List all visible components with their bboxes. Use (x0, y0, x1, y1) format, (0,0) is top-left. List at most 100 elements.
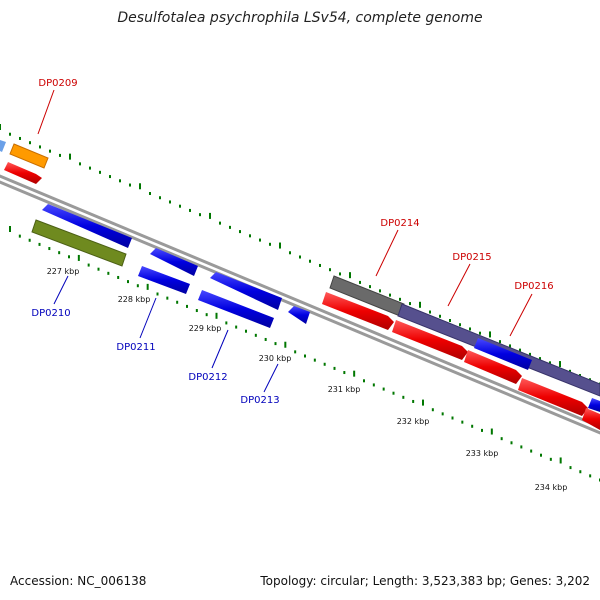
tick-mark (179, 204, 181, 208)
gene-label-dp0216[interactable]: DP0216 (514, 281, 553, 292)
tick-mark (549, 361, 551, 365)
tick-mark (235, 325, 238, 329)
tick-mark (284, 341, 287, 348)
gene-dp0212-feature[interactable] (198, 290, 274, 328)
tick-mark (199, 213, 201, 217)
tick-mark (77, 254, 80, 261)
tick-mark (500, 437, 503, 441)
tick-mark (339, 272, 341, 276)
tick-mark (279, 242, 281, 249)
tick-mark (156, 292, 159, 296)
tick-mark (259, 238, 261, 242)
gene-reverse-feature[interactable] (150, 248, 198, 276)
tick-mark (289, 251, 291, 255)
tick-mark (39, 145, 41, 149)
tick-mark (379, 289, 381, 293)
tick-mark (127, 280, 129, 284)
tick-mark (461, 420, 464, 424)
tick-mark (69, 153, 71, 160)
tick-mark (399, 297, 401, 301)
tick-mark (569, 466, 572, 470)
tick-mark (359, 280, 361, 284)
gene-dp0213-feature[interactable] (288, 306, 310, 324)
tick-mark (529, 352, 531, 356)
scale-label: 227 kbp (47, 267, 80, 276)
gene-forward-feature[interactable] (392, 320, 468, 360)
tick-mark (392, 391, 395, 395)
tick-mark (333, 366, 336, 370)
tick-mark (539, 357, 541, 361)
tick-mark (117, 275, 120, 279)
tick-mark (520, 445, 523, 449)
scale-label: 231 kbp (328, 385, 361, 394)
gene-reverse-feature[interactable] (210, 272, 282, 310)
gene-label-dp0209[interactable]: DP0209 (38, 78, 77, 89)
gene-dp0209-feature[interactable] (9, 143, 49, 169)
gene-labels: DP0209 DP0214 DP0215 DP0216 DP0210 DP021… (31, 78, 553, 406)
genome-backbone (0, 174, 600, 435)
gene-reverse-feature[interactable] (588, 398, 600, 412)
tick-mark (419, 301, 421, 308)
tick-mark (166, 296, 169, 300)
gene-small-blue-feature[interactable] (0, 140, 6, 152)
map-title: Desulfotalea psychrophila LSv54, complet… (117, 10, 483, 26)
gene-reverse-feature[interactable] (42, 204, 132, 248)
tick-mark (229, 225, 231, 229)
tick-mark (176, 300, 179, 304)
tick-mark (422, 399, 424, 406)
gene-dp0210-feature[interactable] (31, 219, 127, 267)
gene-label-dp0213[interactable]: DP0213 (240, 395, 279, 406)
tick-mark (48, 247, 51, 251)
tick-mark (441, 412, 444, 416)
scale-label: 230 kbp (259, 354, 292, 363)
tick-mark (254, 333, 257, 337)
gene-forward-feature[interactable] (582, 408, 600, 430)
tick-mark (369, 285, 371, 289)
gene-label-dp0214[interactable]: DP0214 (380, 218, 419, 229)
tick-mark (146, 283, 149, 290)
gene-forward-feature[interactable] (518, 378, 588, 416)
tick-mark (294, 350, 297, 354)
scale-label: 228 kbp (118, 295, 151, 304)
tick-mark (205, 313, 208, 317)
gene-label-dp0215[interactable]: DP0215 (452, 252, 491, 263)
tick-mark (519, 348, 521, 352)
tick-mark (186, 304, 188, 308)
tick-mark (99, 170, 101, 174)
tick-mark (189, 208, 191, 212)
topology-text: Topology: circular; Length: 3,523,383 bp… (260, 574, 590, 588)
gene-label-dp0211[interactable]: DP0211 (116, 342, 155, 353)
scale-ticks (0, 124, 600, 482)
tick-mark (38, 242, 41, 246)
tick-mark (97, 267, 100, 271)
accession-text: Accession: NC_006138 (10, 574, 147, 588)
tick-mark (499, 340, 501, 344)
tick-mark (490, 428, 493, 435)
scale-labels: 227 kbp 228 kbp 229 kbp 230 kbp 231 kbp … (47, 267, 568, 492)
tick-mark (0, 124, 1, 130)
gene-dp0216-feature[interactable] (474, 338, 532, 370)
gene-label-dp0212[interactable]: DP0212 (188, 372, 227, 383)
tick-mark (149, 192, 151, 195)
gene-dp0211-feature[interactable] (138, 266, 190, 294)
tick-mark (129, 183, 131, 187)
tick-mark (195, 309, 198, 313)
gene-label-dp0210[interactable]: DP0210 (31, 308, 70, 319)
gene-forward-feature[interactable] (4, 162, 42, 184)
tick-mark (159, 196, 161, 200)
tick-mark (169, 200, 171, 204)
tick-mark (353, 370, 356, 377)
scale-label: 233 kbp (466, 449, 499, 458)
tick-mark (510, 441, 513, 445)
tick-mark (19, 136, 21, 140)
gene-forward-feature[interactable] (322, 292, 394, 330)
scale-label: 232 kbp (397, 417, 430, 426)
tick-mark (309, 259, 311, 263)
tick-mark (119, 179, 121, 183)
tick-mark (209, 212, 211, 219)
tick-mark (68, 255, 70, 259)
gene-forward-feature[interactable] (464, 350, 522, 384)
tick-mark (319, 263, 321, 267)
tick-mark (245, 329, 247, 333)
tick-mark (58, 251, 61, 255)
